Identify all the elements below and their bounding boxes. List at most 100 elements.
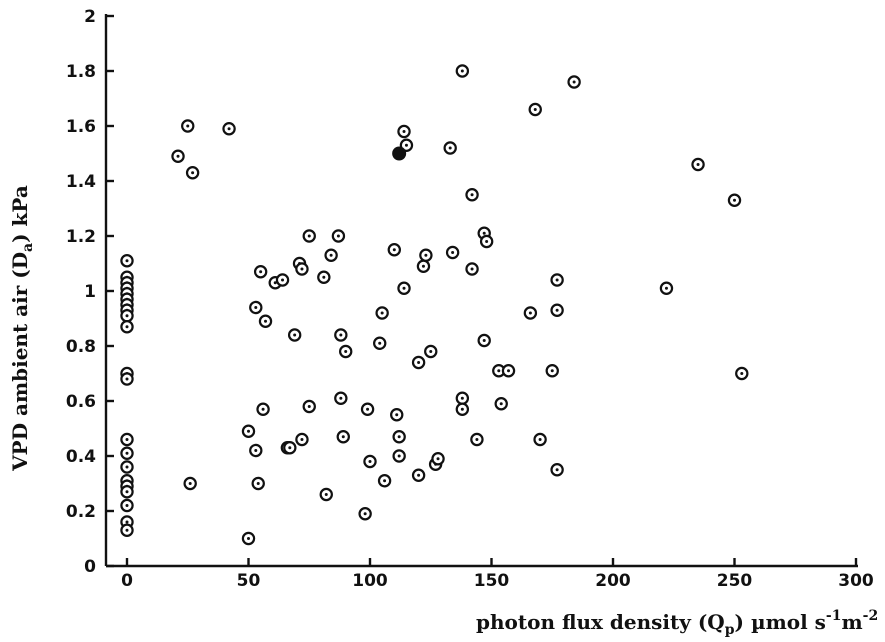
- x-tick-label: 200: [595, 571, 631, 591]
- data-point: [377, 474, 392, 488]
- data-point-dot: [470, 193, 474, 197]
- data-point: [455, 402, 470, 416]
- x-tick-label: 100: [352, 571, 388, 591]
- data-point-dot: [125, 438, 129, 441]
- data-point: [283, 441, 297, 455]
- data-point-dot: [383, 479, 387, 483]
- data-point-dot: [307, 234, 311, 238]
- data-point: [120, 254, 134, 268]
- data-point: [455, 391, 470, 405]
- data-point-dot: [421, 264, 425, 268]
- data-point: [416, 259, 431, 273]
- data-point-dot: [475, 438, 479, 441]
- data-point-dot: [125, 314, 129, 318]
- data-point-dot: [429, 350, 433, 353]
- data-point: [363, 454, 377, 469]
- data-point: [397, 281, 411, 295]
- data-point: [331, 229, 346, 243]
- data-point-dot: [259, 270, 263, 274]
- data-point: [302, 229, 316, 243]
- data-point-dot: [247, 537, 250, 540]
- data-point-dot: [336, 234, 340, 238]
- data-point: [550, 273, 564, 287]
- data-point: [465, 188, 479, 202]
- data-point: [419, 248, 433, 262]
- data-point-dot: [339, 396, 343, 400]
- data-point: [399, 138, 414, 152]
- data-point: [324, 248, 338, 262]
- y-tick-label: 0.2: [66, 502, 96, 522]
- data-point: [392, 449, 406, 463]
- data-point: [735, 366, 749, 381]
- data-point: [334, 328, 348, 342]
- data-point: [339, 344, 353, 359]
- data-point-dot: [300, 267, 304, 271]
- data-point-dot: [125, 259, 129, 263]
- data-point-dot: [497, 369, 501, 373]
- data-point-dot: [533, 108, 537, 111]
- data-point-dot: [555, 278, 559, 282]
- data-point: [241, 531, 256, 546]
- data-point-dot: [125, 504, 129, 507]
- data-point-dot: [470, 267, 474, 271]
- data-point: [387, 243, 401, 257]
- data-point-dot: [344, 350, 348, 353]
- data-point: [479, 234, 494, 249]
- data-point: [445, 245, 460, 260]
- data-point-dot: [436, 457, 440, 461]
- data-point: [275, 273, 290, 287]
- data-point: [691, 157, 705, 172]
- data-point-dot: [507, 369, 511, 373]
- data-point-dot: [188, 482, 192, 485]
- data-point: [120, 320, 134, 334]
- data-point-dot: [288, 446, 292, 450]
- data-point: [249, 300, 263, 315]
- data-point-dot: [281, 278, 285, 282]
- data-point-dot: [572, 80, 576, 84]
- data-point: [431, 452, 445, 466]
- data-point: [183, 476, 197, 491]
- data-point-dot: [378, 341, 382, 345]
- data-point: [120, 309, 134, 323]
- y-tick-label: 0.8: [66, 337, 96, 357]
- data-point-dot: [538, 438, 542, 441]
- data-point-dot: [339, 333, 343, 337]
- data-point-dot: [451, 251, 455, 254]
- data-point: [258, 314, 273, 328]
- data-point-dot: [324, 493, 328, 496]
- data-point-dot: [125, 520, 129, 524]
- data-point: [533, 432, 547, 447]
- data-point-dot: [397, 435, 401, 439]
- data-point-dot: [366, 407, 370, 411]
- data-point-dot: [125, 451, 129, 455]
- x-axis-title: photon flux density (Qp) µmol s-1m-2: [476, 608, 878, 638]
- y-tick-label: 0: [84, 557, 96, 577]
- data-point: [358, 507, 372, 521]
- data-point-dot: [555, 308, 559, 312]
- data-point: [375, 306, 389, 320]
- data-point: [171, 149, 185, 163]
- data-point-dot: [417, 473, 421, 477]
- y-tick-label: 1.2: [66, 227, 96, 247]
- x-tick-label: 50: [237, 571, 261, 591]
- data-point: [470, 432, 484, 447]
- data-point: [659, 281, 674, 295]
- data-point: [185, 166, 200, 180]
- y-axis-title: VPD ambient air (Da) kPa: [8, 185, 36, 472]
- data-point-dot: [256, 482, 260, 485]
- data-point: [545, 364, 559, 378]
- data-point-dot: [227, 127, 231, 131]
- data-point-dot: [300, 438, 304, 441]
- data-point-dot: [733, 198, 736, 202]
- data-point: [253, 265, 268, 279]
- data-point-dot: [485, 240, 489, 243]
- x-tick-label: 250: [717, 571, 753, 591]
- data-point-dot: [740, 372, 744, 375]
- data-point: [477, 333, 491, 348]
- y-tick-label: 1: [84, 282, 96, 302]
- data-point-dot: [125, 325, 129, 329]
- data-point: [528, 102, 542, 117]
- x-tick-label: 150: [474, 571, 510, 591]
- data-point-dot: [417, 361, 421, 364]
- data-point-dot: [402, 286, 406, 290]
